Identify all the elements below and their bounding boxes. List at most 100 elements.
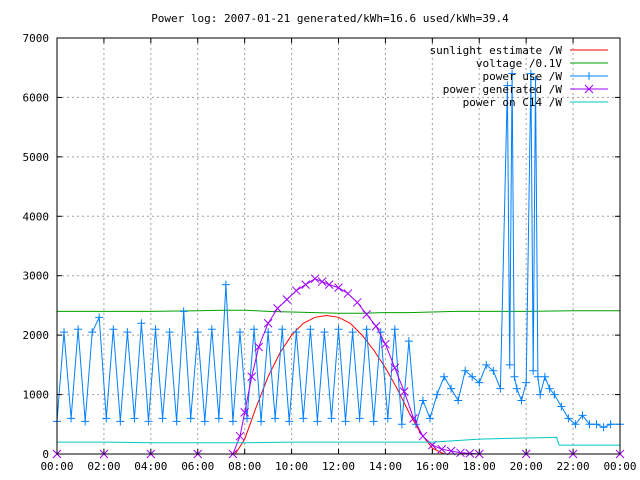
series-line	[57, 309, 620, 314]
data-point	[390, 363, 400, 373]
data-point	[313, 417, 322, 426]
data-point	[310, 274, 320, 284]
x-tick-label: 22:00	[557, 460, 590, 473]
data-point	[240, 408, 250, 417]
legend-label: power use /W	[483, 70, 563, 83]
data-point	[60, 328, 69, 337]
data-point	[475, 378, 484, 387]
data-point	[299, 414, 308, 423]
data-point	[214, 414, 223, 423]
data-point	[306, 325, 315, 334]
axis-ticks: 00:00 02:00 04:00 06:00 08:00 10:00 12:00 14:00…	[23, 32, 637, 473]
y-tick-label: 6000	[23, 91, 50, 104]
data-point	[362, 325, 371, 334]
data-point	[207, 325, 216, 334]
data-point	[564, 414, 573, 423]
data-point	[540, 372, 549, 381]
data-point	[599, 423, 608, 432]
y-tick-label: 2000	[23, 329, 50, 342]
x-tick-label: 00:00	[40, 460, 73, 473]
x-tick-label: 16:00	[416, 460, 449, 473]
data-point	[165, 328, 174, 337]
data-point	[383, 414, 392, 423]
data-point	[418, 431, 428, 441]
data-point	[550, 390, 559, 399]
data-point	[116, 417, 125, 426]
data-point	[285, 417, 294, 426]
x-tick-label: 20:00	[510, 460, 543, 473]
data-point	[257, 417, 266, 426]
data-point	[526, 69, 535, 78]
data-point	[81, 417, 90, 426]
data-point	[404, 337, 413, 346]
y-tick-label: 4000	[23, 210, 50, 223]
data-point	[151, 325, 160, 334]
data-point	[456, 448, 465, 458]
data-point	[482, 360, 491, 369]
chart-title: Power log: 2007-01-21 generated/kWh=16.6…	[151, 12, 509, 25]
data-point	[193, 328, 202, 337]
data-point	[235, 431, 245, 441]
data-point	[468, 372, 477, 381]
x-tick-label: 14:00	[369, 460, 402, 473]
data-point	[221, 280, 230, 289]
data-point	[461, 366, 470, 375]
series-line	[57, 278, 620, 455]
legend-label: sunlight estimate /W	[430, 44, 563, 57]
data-point	[179, 307, 188, 316]
data-point	[418, 396, 427, 405]
data-point	[606, 420, 615, 429]
x-tick-label: 00:00	[603, 460, 636, 473]
data-point	[278, 325, 287, 334]
data-point	[243, 414, 252, 423]
data-point	[324, 280, 334, 289]
x-tick-label: 10:00	[275, 460, 308, 473]
data-point	[102, 414, 111, 423]
data-point	[437, 444, 447, 454]
data-point	[362, 309, 372, 319]
data-point	[74, 325, 83, 334]
x-tick-label: 04:00	[134, 460, 167, 473]
data-point	[411, 420, 420, 429]
data-point	[172, 417, 181, 426]
data-point	[200, 417, 209, 426]
data-point	[433, 390, 442, 399]
legend-label: power generated /W	[443, 83, 563, 96]
data-point	[334, 283, 343, 292]
data-point	[496, 384, 505, 393]
x-tick-label: 02:00	[87, 460, 120, 473]
data-point	[235, 328, 244, 337]
data-point	[273, 304, 282, 313]
data-point	[158, 414, 167, 423]
data-point	[454, 396, 463, 405]
data-point	[533, 372, 542, 381]
data-point	[95, 313, 104, 322]
data-point	[137, 319, 146, 328]
data-point	[341, 417, 350, 426]
data-point	[571, 420, 580, 429]
data-point	[334, 325, 343, 334]
data-point	[247, 372, 257, 382]
data-point	[510, 372, 519, 381]
data-point	[557, 402, 566, 411]
data-point	[440, 372, 449, 381]
data-point	[228, 417, 237, 426]
data-point	[522, 378, 531, 387]
legend-marker	[585, 72, 593, 80]
data-point	[409, 413, 418, 423]
data-point	[536, 390, 545, 399]
data-point	[578, 411, 587, 420]
legend-label: power on C14 /W	[463, 96, 563, 109]
x-tick-label: 18:00	[463, 460, 496, 473]
data-point	[592, 420, 601, 429]
series-voltage-0-1v	[57, 309, 620, 314]
data-point	[447, 384, 456, 393]
data-point	[503, 81, 512, 90]
series-power-on-c14-w	[57, 436, 620, 446]
y-tick-label: 3000	[23, 270, 50, 283]
data-point	[254, 342, 264, 352]
series-line	[234, 314, 445, 455]
data-point	[585, 420, 594, 429]
